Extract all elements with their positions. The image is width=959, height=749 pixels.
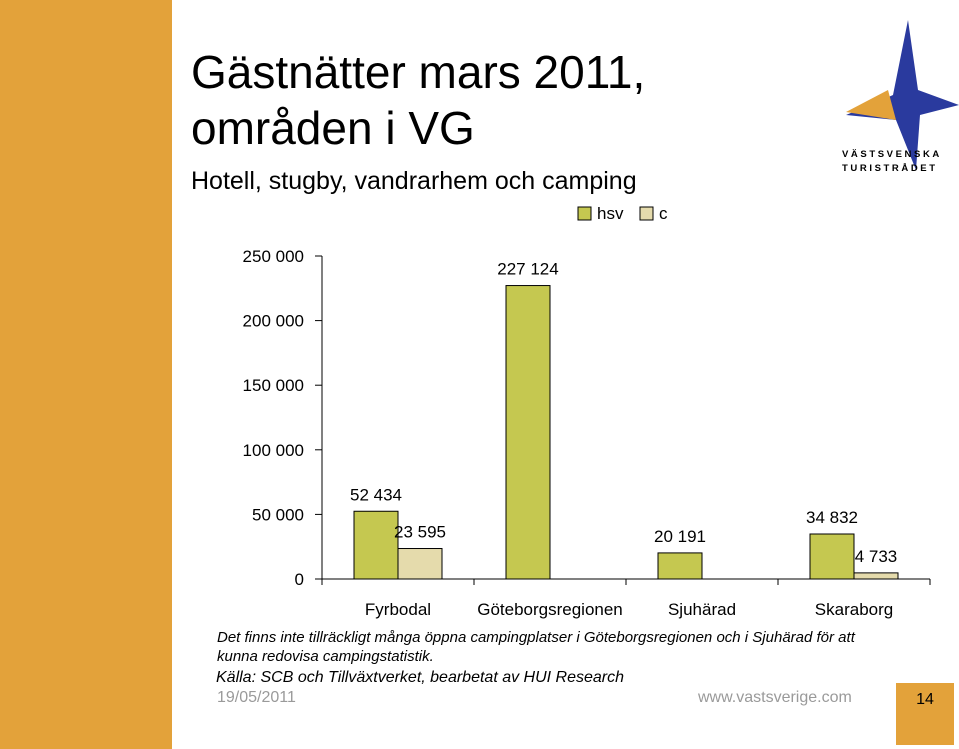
- y-tick-label: 50 000: [252, 505, 304, 524]
- data-label-c: 23 595: [394, 523, 446, 542]
- page-number-box: 14: [896, 683, 954, 745]
- y-tick-label: 200 000: [243, 312, 304, 331]
- vastsvenska-turistradet-logo: [846, 20, 959, 170]
- title-line-1: Gästnätter mars 2011,: [191, 46, 646, 98]
- logo-text-line-1: VÄSTSVENSKA: [842, 149, 942, 160]
- slide-subtitle: Hotell, stugby, vandrarhem och camping: [191, 167, 637, 195]
- bar-hsv: [809, 533, 855, 580]
- legend-label-c: c: [659, 204, 668, 223]
- logo-text-line-2: TURISTRÅDET: [842, 163, 938, 174]
- page-number: 14: [916, 691, 934, 708]
- bar-hsv: [353, 510, 399, 580]
- logo-star-icon: [846, 20, 959, 170]
- data-label-c: 4 733: [855, 547, 898, 566]
- y-tick-label: 0: [295, 570, 304, 589]
- y-tick-label: 100 000: [243, 441, 304, 460]
- x-category-label: Sjuhärad: [668, 600, 736, 619]
- legend-swatch-c: [639, 206, 654, 221]
- orange-sidebar: [0, 0, 172, 749]
- data-label-hsv: 52 434: [350, 485, 402, 504]
- x-category-label: Fyrbodal: [365, 600, 431, 619]
- data-label-hsv: 20 191: [654, 527, 706, 546]
- x-category-label: Skaraborg: [815, 600, 893, 619]
- bar-hsv: [657, 552, 703, 580]
- note-line-2: kunna redovisa campingstatistik.: [217, 648, 434, 665]
- bar-c: [397, 548, 443, 580]
- y-tick-label: 250 000: [243, 247, 304, 266]
- source-text: Källa: SCB och Tillväxtverket, bearbetat…: [216, 669, 625, 686]
- title-line-2: områden i VG: [191, 102, 475, 154]
- bar-hsv: [505, 285, 551, 580]
- x-category-label: Göteborgsregionen: [477, 600, 623, 619]
- footer-date: 19/05/2011: [217, 689, 296, 706]
- note-line-1: Det finns inte tillräckligt många öppna …: [217, 629, 855, 646]
- legend-swatch-hsv: [577, 206, 592, 221]
- chart-note: Det finns inte tillräckligt många öppna …: [217, 628, 947, 666]
- bar-chart: 0 50 000 100 000 150 000 200 000 250 000 Fyrbo…: [243, 204, 931, 619]
- legend-label-hsv: hsv: [597, 204, 624, 223]
- slide-title: Gästnätter mars 2011, områden i VG: [191, 44, 645, 156]
- bar-c: [853, 572, 899, 580]
- y-tick-label: 150 000: [243, 376, 304, 395]
- data-label-hsv: 227 124: [497, 260, 558, 279]
- data-label-hsv: 34 832: [806, 508, 858, 527]
- footer-website: www.vastsverige.com: [698, 689, 852, 706]
- logo-accent-shape: [846, 90, 896, 120]
